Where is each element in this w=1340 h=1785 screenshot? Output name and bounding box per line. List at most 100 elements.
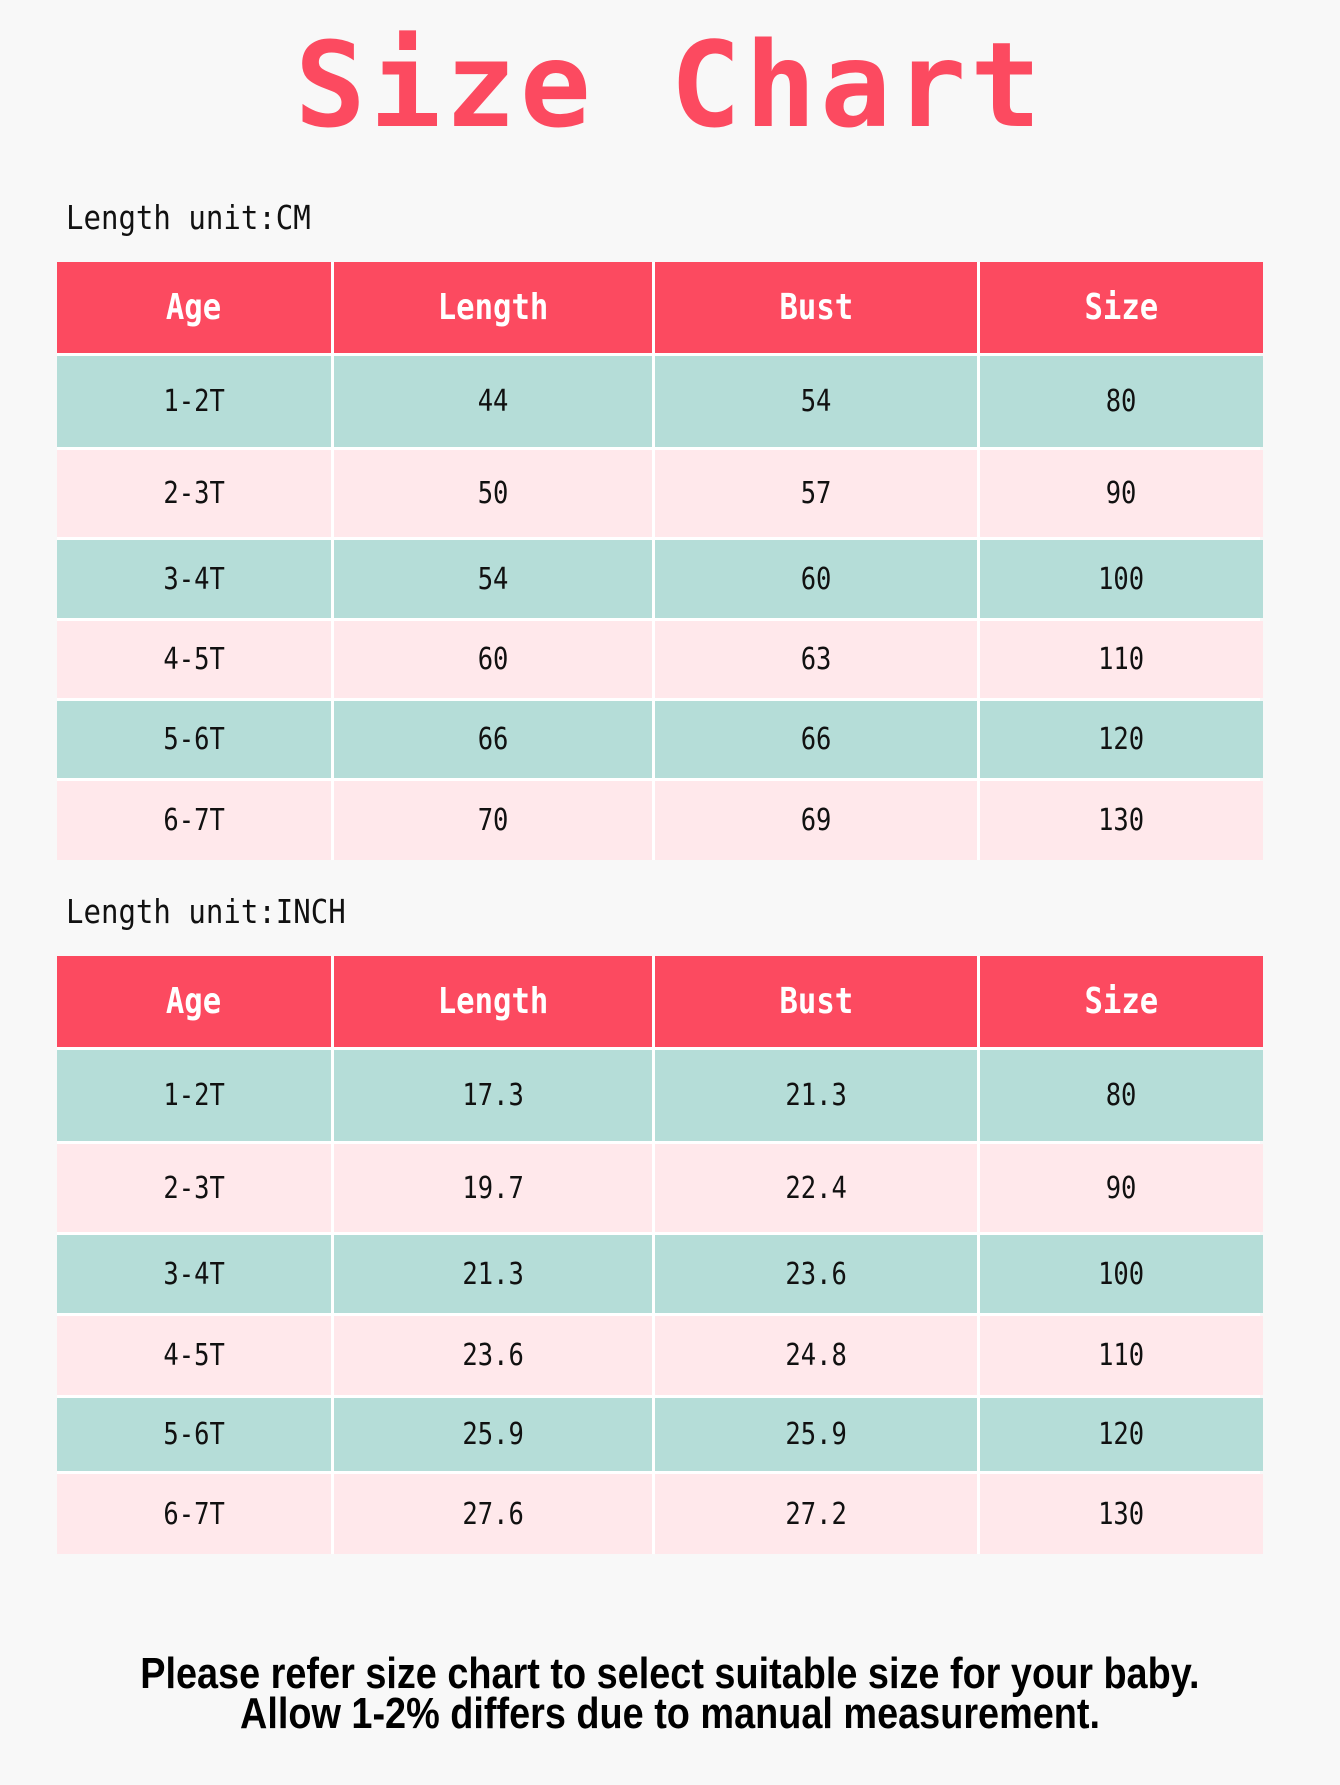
table-cell: 60 xyxy=(334,621,652,698)
header-cell: Bust xyxy=(655,262,977,353)
header-text: Size xyxy=(1084,981,1159,1022)
header-cell: Age xyxy=(57,262,331,353)
cell-text: 4-5T xyxy=(163,1338,225,1373)
table-cell: 17.3 xyxy=(334,1050,652,1141)
header-cell: Length xyxy=(334,262,652,353)
table-cell: 100 xyxy=(980,1235,1263,1313)
table-cell: 23.6 xyxy=(334,1316,652,1395)
cell-text: 5-6T xyxy=(163,1417,225,1452)
table-cell: 110 xyxy=(980,621,1263,698)
table-cell: 4-5T xyxy=(57,1316,331,1395)
cell-text: 50 xyxy=(477,476,509,511)
cell-text: 60 xyxy=(477,642,509,677)
table-cell: 21.3 xyxy=(334,1235,652,1313)
table-cell: 2-3T xyxy=(57,1144,331,1232)
cell-text: 100 xyxy=(1098,1256,1145,1292)
table-cell: 44 xyxy=(334,356,652,447)
cell-text: 21.3 xyxy=(462,1256,524,1292)
cell-text: 3-4T xyxy=(163,561,225,597)
table-cell: 80 xyxy=(980,1050,1263,1141)
cell-text: 66 xyxy=(800,722,832,757)
table-cell: 50 xyxy=(334,450,652,537)
table-cell: 63 xyxy=(655,621,977,698)
table-cell: 1-2T xyxy=(57,1050,331,1141)
cell-text: 1-2T xyxy=(163,384,225,419)
header-text: Length xyxy=(437,287,549,328)
table-cell: 90 xyxy=(980,1144,1263,1232)
cell-text: 2-3T xyxy=(163,476,225,511)
table-cell: 66 xyxy=(334,701,652,778)
cell-text: 4-5T xyxy=(163,642,225,677)
table-cell: 21.3 xyxy=(655,1050,977,1141)
cell-text: 21.3 xyxy=(785,1078,847,1113)
table-cell: 1-2T xyxy=(57,356,331,447)
table-cell: 19.7 xyxy=(334,1144,652,1232)
cell-text: 63 xyxy=(800,642,832,677)
cell-text: 22.4 xyxy=(785,1170,847,1206)
cell-text: 6-7T xyxy=(163,803,225,838)
table-cell: 100 xyxy=(980,540,1263,618)
table-cell: 3-4T xyxy=(57,540,331,618)
cell-text: 69 xyxy=(800,803,832,838)
cell-text: 23.6 xyxy=(785,1256,847,1292)
cell-text: 100 xyxy=(1098,561,1145,597)
table-cell: 70 xyxy=(334,781,652,860)
cell-text: 27.2 xyxy=(785,1496,847,1532)
cell-text: 130 xyxy=(1098,1496,1145,1532)
table-cell: 60 xyxy=(655,540,977,618)
header-text: Age xyxy=(166,981,222,1022)
cell-text: 70 xyxy=(477,803,509,838)
cell-text: 130 xyxy=(1098,803,1145,838)
cell-text: 19.7 xyxy=(462,1170,524,1206)
table-cell: 57 xyxy=(655,450,977,537)
cell-text: 80 xyxy=(1106,384,1137,419)
table-cell: 66 xyxy=(655,701,977,778)
table-cell: 25.9 xyxy=(334,1398,652,1471)
page-title: Size Chart xyxy=(294,16,1046,154)
cell-text: 5-6T xyxy=(163,722,225,757)
table-cell: 80 xyxy=(980,356,1263,447)
cell-text: 90 xyxy=(1106,1170,1137,1206)
cell-text: 24.8 xyxy=(785,1338,847,1373)
footer-text: Allow 1-2% differs due to manual measure… xyxy=(239,1689,1100,1738)
cell-text: 110 xyxy=(1098,1338,1145,1373)
table-cell: 110 xyxy=(980,1316,1263,1395)
cell-text: 120 xyxy=(1098,722,1145,757)
cell-text: 17.3 xyxy=(462,1078,524,1113)
header-text: Age xyxy=(166,287,222,328)
table-cell: 27.6 xyxy=(334,1474,652,1554)
table-cell: 27.2 xyxy=(655,1474,977,1554)
unit-label-cm: Length unit:CM xyxy=(66,198,311,237)
header-text: Bust xyxy=(779,981,853,1022)
table-cell: 54 xyxy=(334,540,652,618)
table-cell: 2-3T xyxy=(57,450,331,537)
cell-text: 54 xyxy=(477,561,509,597)
cell-text: 27.6 xyxy=(462,1496,524,1532)
cell-text: 57 xyxy=(800,476,832,511)
cell-text: 90 xyxy=(1106,476,1137,511)
header-cell: Size xyxy=(980,956,1263,1047)
cell-text: 1-2T xyxy=(163,1078,225,1113)
table-cell: 24.8 xyxy=(655,1316,977,1395)
cell-text: 66 xyxy=(477,722,509,757)
cell-text: 54 xyxy=(800,384,832,419)
cell-text: 44 xyxy=(477,384,509,419)
footer-note-2: Allow 1-2% differs due to manual measure… xyxy=(0,1689,1340,1738)
table-cell: 3-4T xyxy=(57,1235,331,1313)
header-cell: Age xyxy=(57,956,331,1047)
size-table-inch: Age Length Bust Size 1-2T 17.3 21.3 80 2-3T 19.7 2… xyxy=(57,956,1263,1554)
table-cell: 5-6T xyxy=(57,1398,331,1471)
size-table-cm: Age Length Bust Size 1-2T 44 54 80 2-3T 50 57 90 3-4… xyxy=(57,262,1263,860)
table-cell: 130 xyxy=(980,1474,1263,1554)
table-cell: 22.4 xyxy=(655,1144,977,1232)
cell-text: 2-3T xyxy=(163,1170,225,1206)
header-cell: Bust xyxy=(655,956,977,1047)
header-text: Bust xyxy=(779,287,853,328)
table-cell: 5-6T xyxy=(57,701,331,778)
table-cell: 6-7T xyxy=(57,781,331,860)
cell-text: 23.6 xyxy=(462,1338,524,1373)
table-cell: 120 xyxy=(980,701,1263,778)
table-cell: 69 xyxy=(655,781,977,860)
footer-text: Please refer size chart to select suitab… xyxy=(140,1649,1200,1698)
cell-text: 80 xyxy=(1106,1078,1137,1113)
